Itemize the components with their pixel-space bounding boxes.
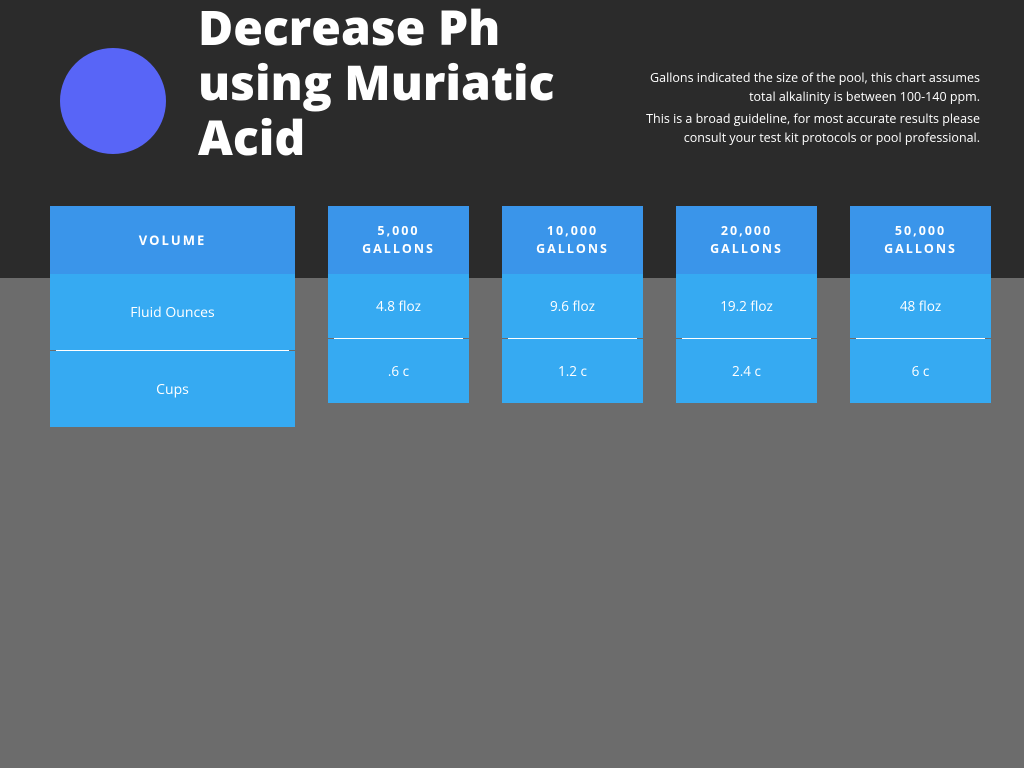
column-header-unit: GALLONS [884,240,957,258]
column-header-unit: GALLONS [362,240,435,258]
column-header-unit: GALLONS [710,240,783,258]
data-cell: 6 c [850,339,991,403]
data-cell: .6 c [328,339,469,403]
data-column: 20,000 GALLONS 19.2 floz 2.4 c [676,206,817,427]
row-label: Fluid Ounces [50,274,295,350]
column-header-unit: GALLONS [536,240,609,258]
accent-circle-icon [60,48,166,154]
column-header-value: 10,000 [547,222,598,240]
data-cell: 9.6 floz [502,274,643,338]
page-title: Decrease Ph using Muriatic Acid [198,0,628,166]
data-cell: 1.2 c [502,339,643,403]
column-header-value: 5,000 [377,222,419,240]
data-column: 5,000 GALLONS 4.8 floz .6 c [328,206,469,427]
description-line: Gallons indicated the size of the pool, … [640,68,980,107]
data-column: 50,000 GALLONS 48 floz 6 c [850,206,991,427]
description-line: This is a broad guideline, for most accu… [640,109,980,148]
data-cell: 19.2 floz [676,274,817,338]
data-cell: 2.4 c [676,339,817,403]
row-header-label: VOLUME [50,206,295,274]
description-block: Gallons indicated the size of the pool, … [640,68,980,150]
column-header-value: 20,000 [721,222,772,240]
column-header: 50,000 GALLONS [850,206,991,274]
column-header: 5,000 GALLONS [328,206,469,274]
column-header: 10,000 GALLONS [502,206,643,274]
column-header: 20,000 GALLONS [676,206,817,274]
column-header-value: 50,000 [895,222,946,240]
data-column: 10,000 GALLONS 9.6 floz 1.2 c [502,206,643,427]
data-cell: 4.8 floz [328,274,469,338]
data-cell: 48 floz [850,274,991,338]
dosage-table: VOLUME Fluid Ounces Cups 5,000 GALLONS 4… [50,206,980,427]
row-labels-column: VOLUME Fluid Ounces Cups [50,206,295,427]
row-label: Cups [50,351,295,427]
